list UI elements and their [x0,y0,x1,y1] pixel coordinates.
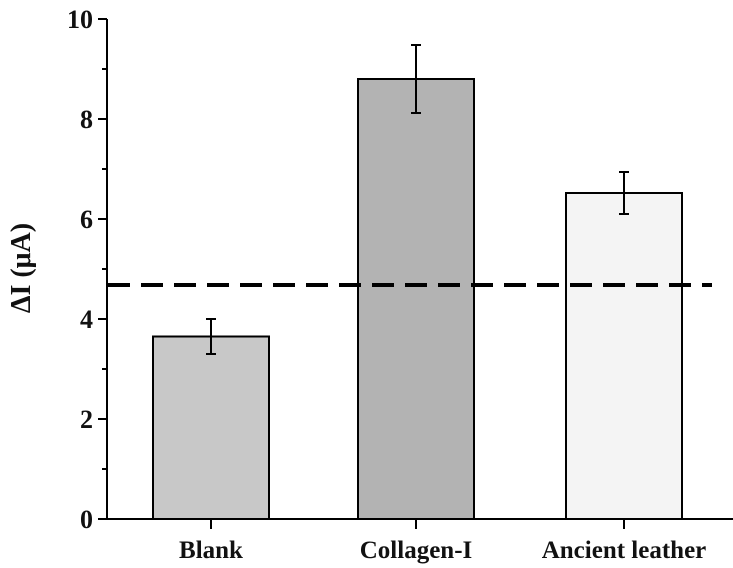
y-tick-label: 6 [80,205,93,234]
y-tick-label: 2 [80,405,93,434]
bar-ancient-leather [566,193,682,519]
x-tick-label: Collagen-I [360,537,473,564]
y-axis-title: ΔI (μA) [6,223,37,313]
bar-blank [153,337,269,520]
y-tick-label: 8 [80,105,93,134]
y-tick-label: 10 [67,5,93,34]
x-tick-label: Ancient leather [542,537,707,564]
plot-area: Blank Collagen-I Ancient leather 0 2 4 6 8 10 [67,5,733,564]
y-tick-label: 4 [80,305,93,334]
bar-collagen-i [358,79,474,519]
x-tick-label: Blank [179,537,243,564]
y-tick-label: 0 [80,505,93,534]
